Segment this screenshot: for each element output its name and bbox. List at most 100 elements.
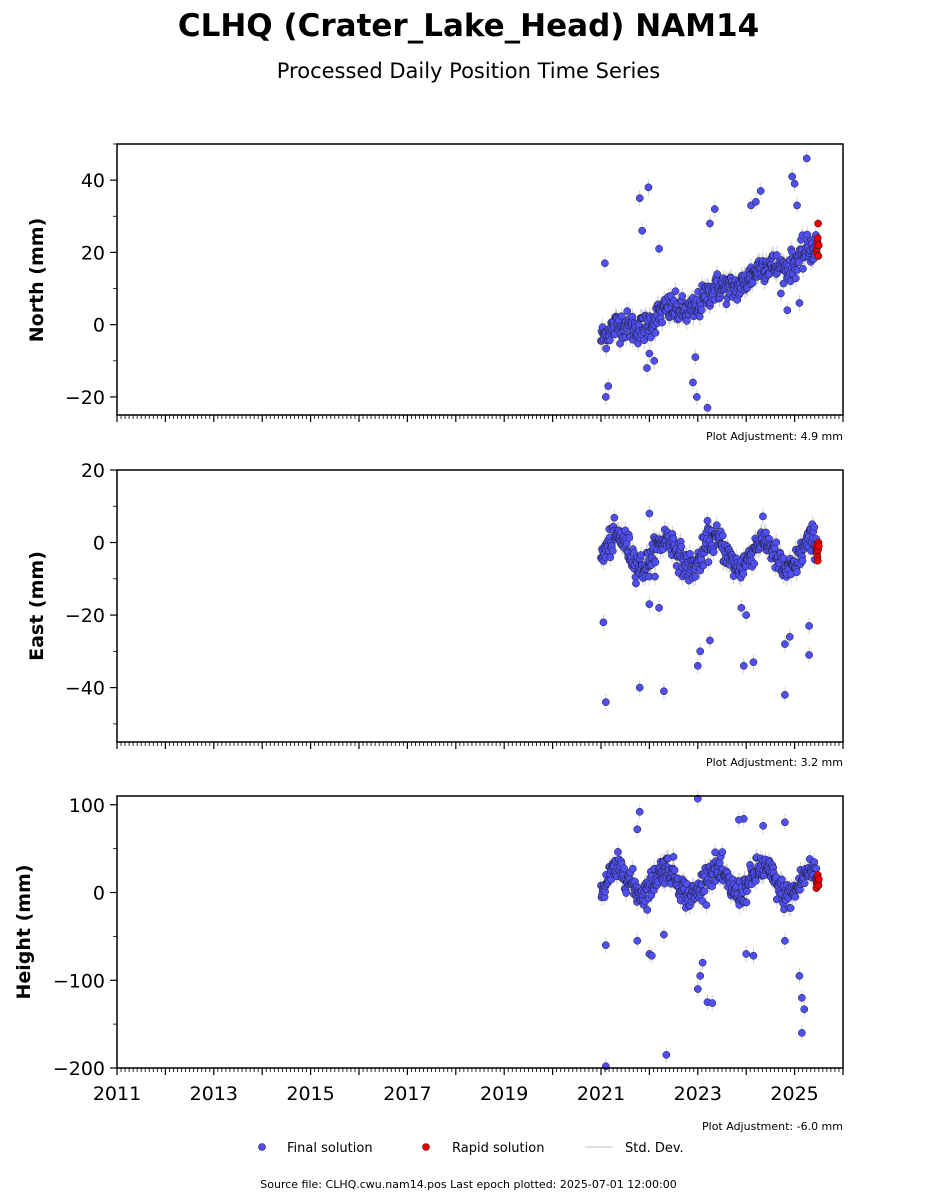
north-final-point — [772, 251, 781, 259]
height-adjustment-label: Plot Adjustment: -6.0 mm — [702, 1120, 843, 1133]
height-rapid-point — [814, 875, 823, 884]
east-final-point — [750, 559, 759, 568]
legend-std-label: Std. Dev. — [625, 1141, 684, 1156]
height-final-point — [708, 882, 716, 891]
legend-final-marker — [258, 1143, 266, 1151]
north-final-point — [695, 312, 704, 321]
north-final-point — [658, 318, 667, 327]
height-final-point — [662, 1050, 671, 1059]
height-rapid-points — [812, 871, 823, 892]
panel-north: −20 0 20 40 North (mm) Plot Adjustment: 4.9… — [26, 143, 844, 443]
height-final-point — [742, 898, 751, 907]
north-adjustment-label: Plot Adjustment: 4.9 mm — [706, 430, 843, 443]
north-final-point — [799, 264, 807, 273]
height-final-point — [669, 853, 678, 861]
east-final-point — [660, 687, 668, 696]
height-final-point — [759, 821, 767, 830]
height-xtick-label: 2011 — [93, 1083, 141, 1105]
east-final-point — [781, 691, 789, 699]
height-final-points — [597, 794, 821, 1071]
north-final-point — [756, 187, 765, 195]
height-final-point — [743, 887, 751, 895]
east-final-point — [696, 647, 705, 656]
height-final-point — [800, 1005, 809, 1014]
height-ytick-label: 100 — [69, 795, 105, 817]
height-final-point — [786, 904, 795, 912]
east-final-point — [739, 569, 748, 578]
east-final-point — [601, 698, 610, 706]
north-final-point — [691, 353, 700, 362]
north-final-point — [678, 292, 687, 300]
east-final-point — [645, 509, 654, 518]
height-final-point — [781, 818, 789, 827]
north-final-point — [783, 306, 792, 315]
height-final-point — [647, 951, 656, 960]
height-final-point — [795, 972, 804, 980]
height-std-bars — [600, 790, 817, 1075]
east-final-point — [709, 548, 718, 557]
height-xtick-label: 2017 — [383, 1083, 431, 1105]
east-final-point — [632, 579, 640, 588]
north-ytick-label: 0 — [93, 315, 105, 337]
east-rapid-point — [814, 542, 823, 551]
east-final-point — [635, 683, 644, 692]
north-rapid-point — [814, 241, 823, 250]
east-final-point — [759, 512, 767, 521]
height-xtick-label: 2025 — [770, 1083, 818, 1105]
east-final-point — [781, 640, 789, 648]
north-ytick-label: −20 — [65, 387, 105, 409]
east-ylabel: East (mm) — [26, 551, 48, 661]
north-final-point — [722, 300, 731, 309]
east-final-point — [712, 521, 721, 530]
height-final-point — [812, 864, 821, 873]
height-final-point — [798, 1029, 806, 1037]
height-xtick-label: 2023 — [674, 1083, 722, 1105]
legend-rapid-marker — [422, 1143, 430, 1151]
north-final-point — [706, 219, 714, 228]
figure-title: CLHQ (Crater_Lake_Head) NAM14 — [178, 8, 759, 44]
east-final-point — [693, 661, 702, 670]
east-ytick-label: 0 — [93, 533, 105, 555]
east-ytick-label: 20 — [81, 460, 105, 482]
height-final-point — [670, 866, 679, 874]
north-final-point — [752, 197, 760, 206]
height-plot-frame — [116, 795, 844, 1069]
height-final-point — [633, 825, 642, 834]
east-final-point — [772, 538, 781, 547]
height-final-point — [778, 875, 786, 884]
north-final-point — [802, 154, 811, 163]
figure-subtitle: Processed Daily Position Time Series — [277, 59, 661, 83]
height-final-point — [751, 877, 760, 885]
east-final-point — [805, 622, 813, 630]
east-final-point — [610, 513, 619, 522]
east-final-point — [810, 523, 819, 532]
height-final-point — [620, 864, 628, 873]
north-final-point — [788, 172, 797, 181]
north-final-point — [790, 179, 799, 188]
height-final-point — [629, 864, 637, 873]
height-final-point — [735, 815, 743, 824]
north-final-point — [793, 201, 801, 210]
north-ticks: −20 0 20 40 — [65, 143, 844, 422]
east-final-point — [599, 618, 608, 627]
north-ytick-label: 20 — [81, 242, 105, 264]
east-rapid-point — [813, 556, 822, 565]
height-ytick-label: −200 — [53, 1058, 105, 1080]
height-xtick-label: 2015 — [286, 1083, 334, 1105]
north-final-point — [692, 393, 701, 401]
east-final-point — [706, 636, 714, 645]
north-rapid-points — [812, 219, 823, 260]
east-final-point — [785, 632, 794, 641]
north-rapid-point — [814, 219, 822, 228]
height-final-point — [614, 848, 622, 856]
east-ytick-label: −40 — [65, 678, 105, 700]
height-final-point — [791, 893, 800, 901]
north-final-point — [650, 356, 659, 365]
east-ticks: −40 −20 0 20 — [65, 460, 844, 749]
north-ytick-label: 40 — [81, 170, 105, 192]
height-ticks: 2011 2013 2015 2017 2019 2021 2023 2025 −200 −100… — [53, 795, 844, 1105]
east-final-point — [645, 600, 654, 609]
east-final-point — [677, 542, 686, 551]
height-final-point — [698, 958, 707, 967]
